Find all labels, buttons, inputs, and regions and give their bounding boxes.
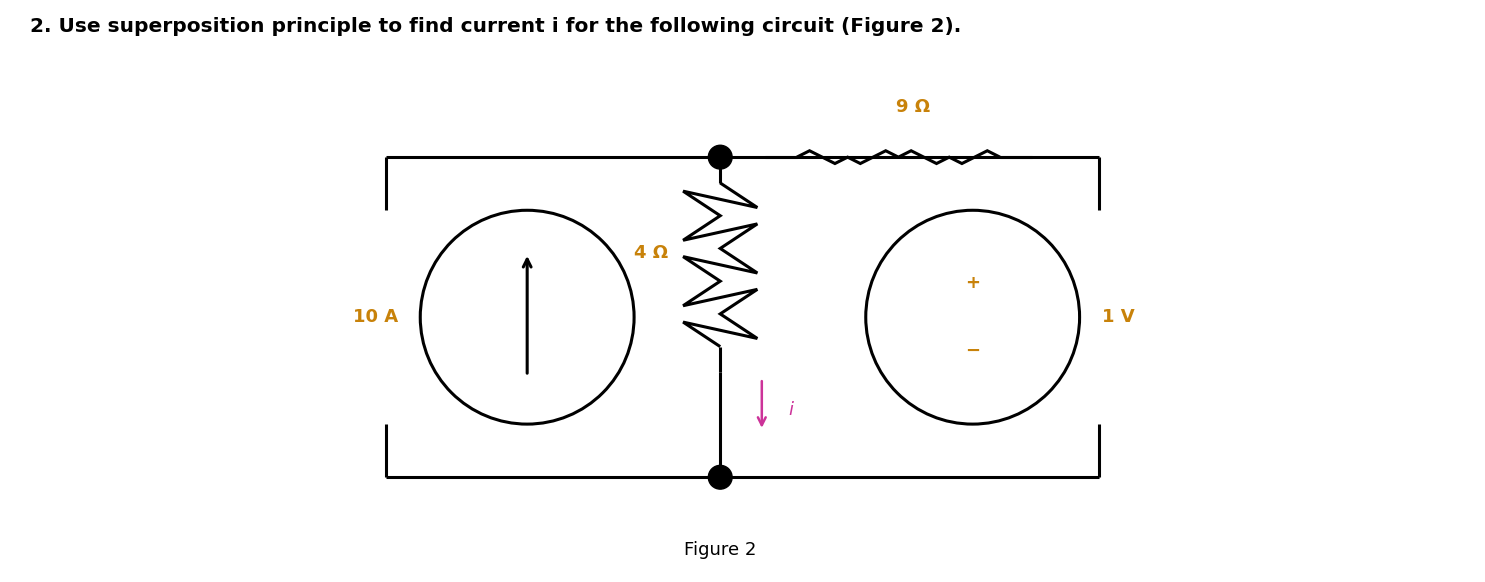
Text: +: + <box>965 274 980 292</box>
Text: 10 A: 10 A <box>353 308 398 326</box>
Text: 2. Use superposition principle to find current i for the following circuit (Figu: 2. Use superposition principle to find c… <box>30 17 961 37</box>
Text: −: − <box>965 342 980 360</box>
Text: Figure 2: Figure 2 <box>685 541 756 559</box>
Text: 4 Ω: 4 Ω <box>634 244 668 262</box>
Ellipse shape <box>708 146 732 169</box>
Text: 1 V: 1 V <box>1102 308 1135 326</box>
Text: 9 Ω: 9 Ω <box>897 98 930 116</box>
Ellipse shape <box>708 466 732 489</box>
Text: i: i <box>789 402 793 419</box>
